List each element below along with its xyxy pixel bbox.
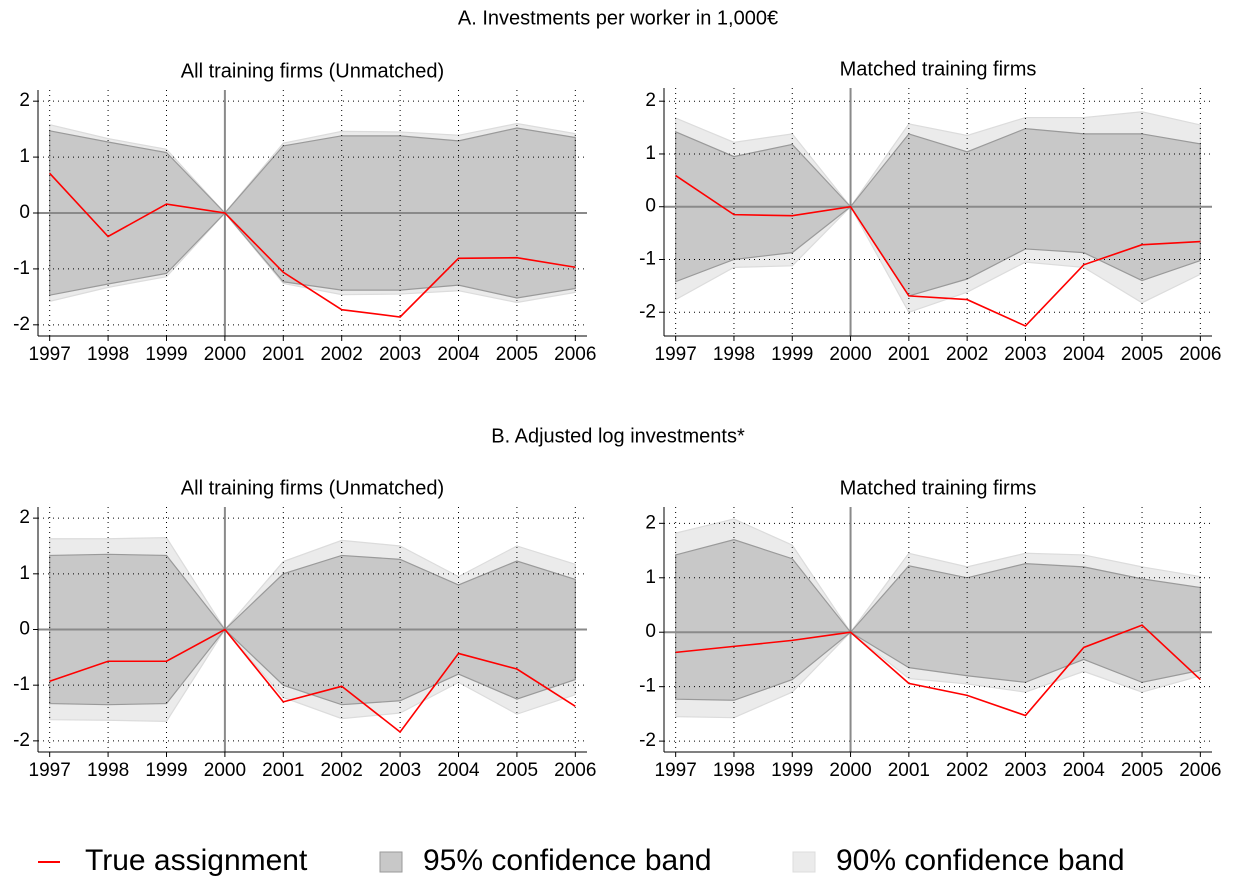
x-tick-label: 2005 xyxy=(1121,760,1163,781)
chart-title: Matched training firms xyxy=(840,477,1037,499)
y-tick-label: 1 xyxy=(645,143,656,164)
confidence-band xyxy=(675,539,1201,701)
x-tick-label: 1998 xyxy=(87,344,129,365)
chart-title: All training firms (Unmatched) xyxy=(181,60,444,82)
y-tick-label: 1 xyxy=(19,146,30,167)
y-tick-label: 1 xyxy=(19,563,30,584)
section-title: B. Adjusted log investments* xyxy=(491,425,745,447)
x-tick-label: 2006 xyxy=(1179,344,1221,365)
y-tick-label: -1 xyxy=(13,674,30,695)
y-tick-label: -1 xyxy=(639,249,656,270)
y-tick-label: 2 xyxy=(645,512,656,533)
x-tick-label: 2000 xyxy=(204,760,246,781)
x-tick-label: 2002 xyxy=(321,344,363,365)
x-tick-label: 1999 xyxy=(145,344,187,365)
x-tick-label: 1997 xyxy=(29,760,71,781)
x-tick-label: 2000 xyxy=(204,344,246,365)
x-tick-label: 1997 xyxy=(655,760,697,781)
data-line xyxy=(49,172,576,318)
data-line xyxy=(49,628,576,734)
x-tick-label: 2006 xyxy=(1179,760,1221,781)
x-tick-label: 1999 xyxy=(771,760,813,781)
x-tick-label: 1997 xyxy=(29,344,71,365)
y-tick-label: 2 xyxy=(645,90,656,111)
legend-label: 95% confidence band xyxy=(423,844,712,877)
confidence-band xyxy=(675,128,1201,297)
x-tick-label: 2004 xyxy=(1063,760,1106,781)
x-tick-label: 2006 xyxy=(554,760,596,781)
x-tick-label: 2001 xyxy=(888,344,930,365)
x-tick-label: 2006 xyxy=(554,344,596,365)
y-tick-label: -1 xyxy=(639,676,656,697)
x-tick-label: 2005 xyxy=(496,344,538,365)
section-title: A. Investments per worker in 1,000€ xyxy=(458,7,778,29)
y-tick-label: 0 xyxy=(645,196,656,217)
x-tick-label: 2000 xyxy=(829,760,871,781)
legend-swatch xyxy=(792,851,816,873)
x-tick-label: 2003 xyxy=(379,760,421,781)
legend-label: True assignment xyxy=(85,844,308,877)
y-tick-label: 0 xyxy=(19,619,30,640)
x-tick-label: 1999 xyxy=(145,760,187,781)
chart-title: Matched training firms xyxy=(840,58,1037,80)
x-tick-label: 2004 xyxy=(437,760,480,781)
y-tick-label: 2 xyxy=(19,507,30,528)
x-tick-label: 2001 xyxy=(888,760,930,781)
y-tick-label: -2 xyxy=(13,730,30,751)
data-line xyxy=(675,624,1201,717)
x-tick-label: 2001 xyxy=(262,344,304,365)
x-tick-label: 2003 xyxy=(379,344,421,365)
x-tick-label: 2002 xyxy=(946,760,988,781)
legend-swatch xyxy=(379,851,403,873)
data-line xyxy=(675,174,1201,327)
x-tick-label: 1998 xyxy=(713,344,755,365)
x-tick-label: 1998 xyxy=(87,760,129,781)
x-tick-label: 1999 xyxy=(771,344,813,365)
x-tick-label: 2002 xyxy=(321,760,363,781)
x-tick-label: 2001 xyxy=(262,760,304,781)
x-tick-label: 2005 xyxy=(1121,344,1163,365)
y-tick-label: -2 xyxy=(13,314,30,335)
x-tick-label: 2005 xyxy=(496,760,538,781)
y-tick-label: -1 xyxy=(13,258,30,279)
chart-title: All training firms (Unmatched) xyxy=(181,477,444,499)
x-tick-label: 2003 xyxy=(1004,760,1046,781)
x-tick-label: 2004 xyxy=(1063,344,1106,365)
x-tick-label: 1997 xyxy=(655,344,697,365)
x-tick-label: 2003 xyxy=(1004,344,1046,365)
y-tick-label: 1 xyxy=(645,567,656,588)
y-tick-label: -2 xyxy=(639,730,656,751)
x-tick-label: 1998 xyxy=(713,760,755,781)
y-tick-label: 0 xyxy=(645,621,656,642)
x-tick-label: 2004 xyxy=(437,344,480,365)
legend-label: 90% confidence band xyxy=(836,844,1125,877)
y-tick-label: 2 xyxy=(19,90,30,111)
x-tick-label: 2000 xyxy=(829,344,871,365)
x-tick-label: 2002 xyxy=(946,344,988,365)
y-tick-label: 0 xyxy=(19,202,30,223)
y-tick-label: -2 xyxy=(639,301,656,322)
